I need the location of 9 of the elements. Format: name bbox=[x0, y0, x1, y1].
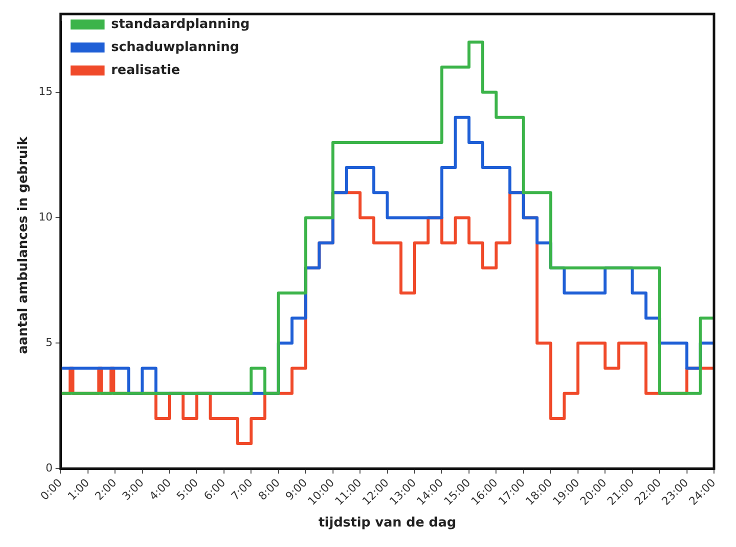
legend-label: schaduwplanning bbox=[111, 40, 240, 55]
y-tick-label: 15 bbox=[38, 85, 53, 98]
y-tick-label: 0 bbox=[46, 462, 53, 475]
x-axis-title: tijdstip van de dag bbox=[318, 516, 456, 531]
y-tick-label: 10 bbox=[38, 210, 53, 224]
legend-label: realisatie bbox=[111, 62, 180, 78]
y-tick-label: 5 bbox=[46, 336, 53, 350]
y-axis-title: aantal ambulances in gebruik bbox=[16, 136, 32, 354]
legend-label: standaardplanning bbox=[111, 16, 250, 32]
